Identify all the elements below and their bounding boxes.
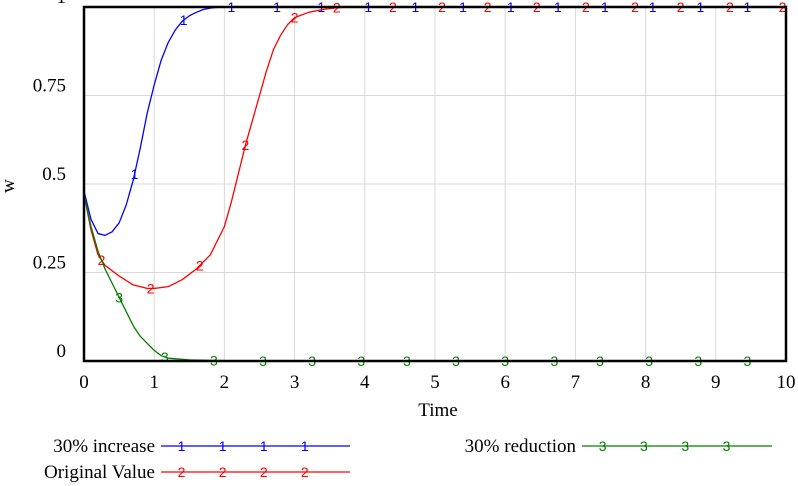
series-marker: 3 bbox=[161, 349, 169, 365]
series-marker: 1 bbox=[131, 166, 139, 182]
legend-marker: 3 bbox=[640, 438, 648, 454]
y-tick-labels: 0 0.25 0.5 0.75 1 bbox=[33, 0, 66, 362]
legend-marker: 1 bbox=[260, 438, 268, 454]
x-tick-label: 10 bbox=[777, 372, 796, 393]
legend-label: 30% reduction bbox=[465, 436, 577, 457]
x-tick-label: 7 bbox=[571, 372, 581, 393]
legend-marker: 1 bbox=[219, 438, 227, 454]
legend-marker: 1 bbox=[178, 438, 186, 454]
series-marker: 2 bbox=[291, 10, 299, 26]
y-tick-label: 0.5 bbox=[42, 164, 66, 185]
x-tick-label: 9 bbox=[711, 372, 721, 393]
series-marker: 2 bbox=[242, 137, 250, 153]
x-tick-label: 1 bbox=[149, 372, 159, 393]
legend-marker: 3 bbox=[723, 438, 731, 454]
legend-marker: 2 bbox=[178, 464, 186, 480]
legend-item: 30% reduction 3 3 3 3 bbox=[465, 436, 772, 457]
series-marker: 1 bbox=[180, 12, 188, 28]
legend-label: 30% increase bbox=[53, 436, 155, 457]
legend-marker: 2 bbox=[301, 464, 309, 480]
x-tick-labels: 0 1 2 3 4 5 6 7 8 9 10 bbox=[79, 372, 795, 393]
legend-item: 30% increase 1 1 1 1 bbox=[53, 436, 350, 457]
y-axis-label: w bbox=[0, 179, 19, 193]
x-tick-label: 2 bbox=[220, 372, 230, 393]
series-marker: 2 bbox=[196, 257, 204, 273]
x-tick-label: 6 bbox=[500, 372, 510, 393]
x-tick-label: 8 bbox=[641, 372, 651, 393]
plot-frame bbox=[82, 5, 788, 363]
x-tick-label: 3 bbox=[290, 372, 300, 393]
legend: 30% increase 1 1 1 1 Original Value 2 2 2 2 30% re… bbox=[44, 436, 772, 483]
legend-label: Original Value bbox=[44, 462, 155, 483]
y-tick-label: 1 bbox=[57, 0, 67, 8]
series-marker: 2 bbox=[147, 280, 155, 296]
legend-marker: 2 bbox=[219, 464, 227, 480]
x-tick-label: 0 bbox=[79, 372, 89, 393]
legend-marker: 3 bbox=[599, 438, 607, 454]
legend-item: Original Value 2 2 2 2 bbox=[44, 462, 350, 483]
y-tick-label: 0.75 bbox=[33, 76, 66, 97]
series-marker: 3 bbox=[115, 289, 123, 305]
legend-marker: 3 bbox=[681, 438, 689, 454]
x-tick-label: 4 bbox=[360, 372, 370, 393]
legend-marker: 2 bbox=[260, 464, 268, 480]
y-tick-label: 0.25 bbox=[33, 253, 66, 274]
grid-lines bbox=[84, 7, 786, 361]
x-tick-label: 5 bbox=[430, 372, 440, 393]
x-axis-label: Time bbox=[418, 400, 457, 421]
legend-marker: 1 bbox=[301, 438, 309, 454]
y-tick-label: 0 bbox=[57, 341, 67, 362]
